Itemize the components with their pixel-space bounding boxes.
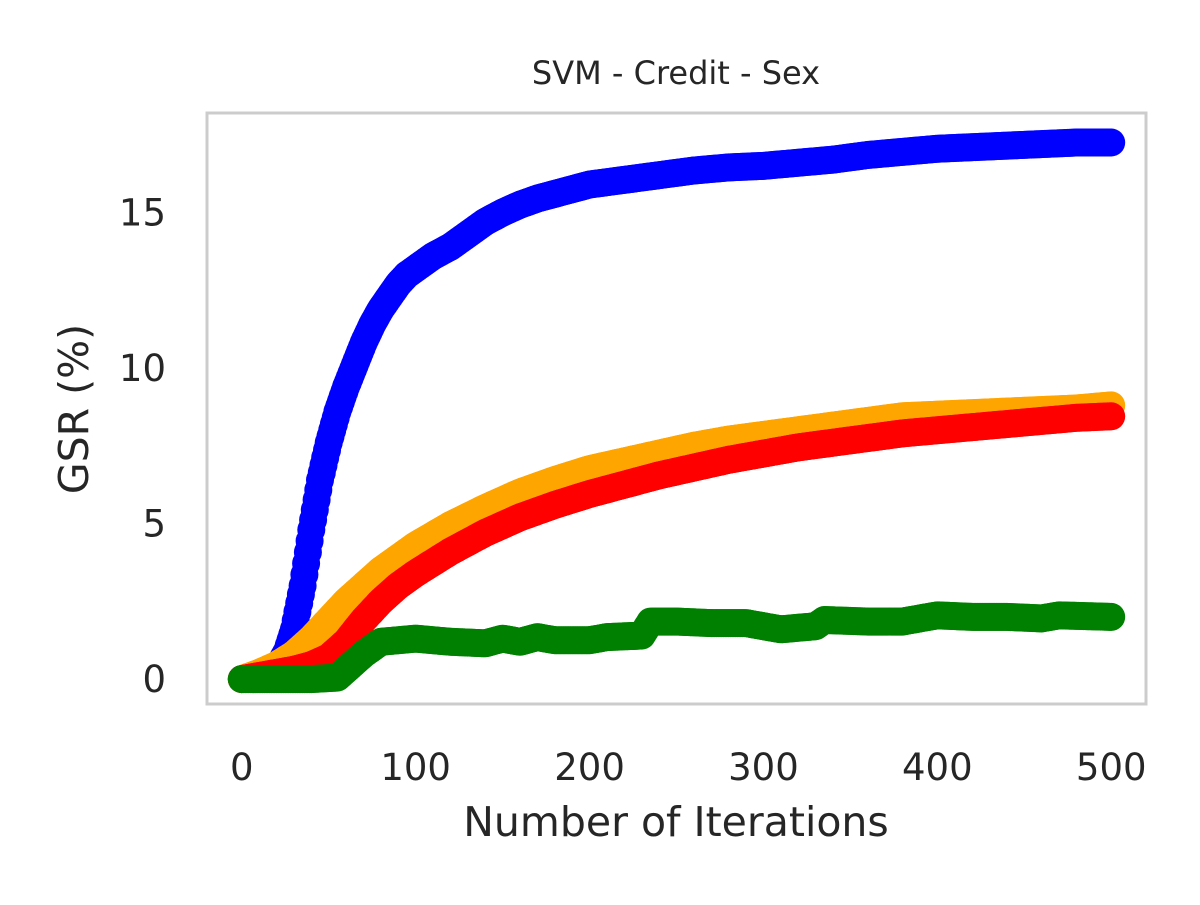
series-3 — [227, 601, 1126, 694]
x-tick-label: 200 — [554, 746, 625, 789]
y-tick-label: 0 — [142, 658, 166, 701]
y-axis-label: GSR (%) — [50, 324, 98, 494]
plot-area: 0 100 200 300 400 500 0 5 10 15 — [119, 111, 1148, 789]
series-2 — [227, 402, 1126, 694]
x-axis-label: Number of Iterations — [463, 798, 889, 846]
y-tick-label: 5 — [142, 503, 166, 546]
chart-title: SVM - Credit - Sex — [532, 54, 820, 92]
data-point — [1097, 402, 1126, 431]
y-tick-label: 10 — [119, 347, 166, 390]
x-tick-label: 100 — [380, 746, 451, 789]
x-tick-label: 0 — [230, 746, 254, 789]
data-point — [1097, 128, 1126, 157]
y-tick-label: 15 — [119, 192, 166, 235]
x-tick-label: 400 — [902, 746, 973, 789]
data-point — [1097, 602, 1126, 631]
x-tick-label: 300 — [728, 746, 799, 789]
x-tick-label: 500 — [1076, 746, 1147, 789]
